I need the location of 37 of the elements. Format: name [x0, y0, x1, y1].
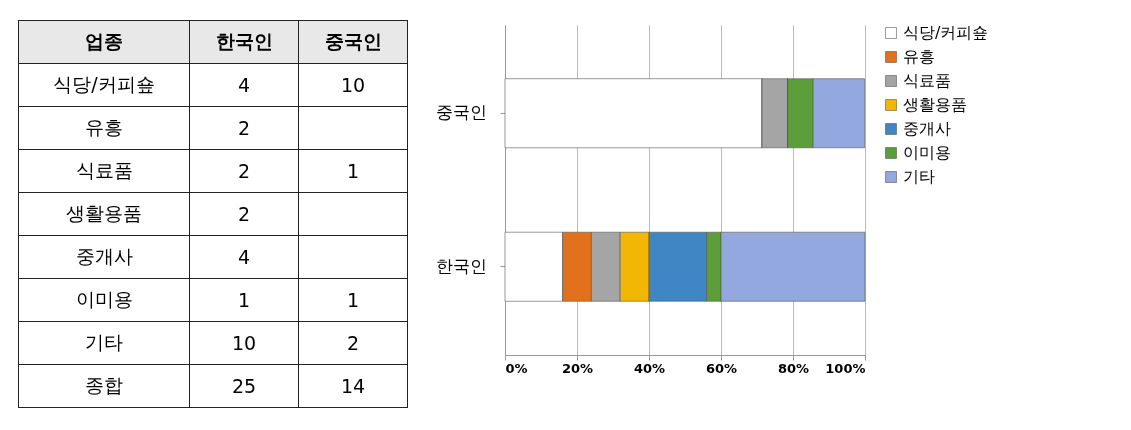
legend-label: 중개사 [903, 119, 951, 138]
text: 4 [189, 235, 299, 279]
x-tick-label: 60% [705, 360, 738, 376]
text: 4 [189, 63, 299, 107]
text: 식료품 [18, 149, 190, 193]
text: 2 [189, 149, 299, 193]
x-tick-label: 80% [777, 360, 810, 376]
text: 이미용 [18, 278, 190, 322]
text: 14 [298, 364, 408, 408]
text: 기타 [18, 321, 190, 365]
text: 중개사 [18, 235, 190, 279]
text: 10 [189, 321, 299, 365]
text: 1 [298, 278, 408, 322]
category-label: 한국인 [189, 20, 299, 64]
category-label: 중국인 [298, 20, 408, 64]
text: 25 [189, 364, 299, 408]
legend-label: 기타 [903, 167, 935, 186]
x-tick-label: 20% [561, 360, 594, 376]
text: 식당/커피숖 [18, 63, 190, 107]
text: 10 [298, 63, 408, 107]
text: 생활용품 [18, 192, 190, 236]
x-tick-label: 100% [825, 360, 866, 376]
text: 종합 [18, 364, 190, 408]
legend-label: 생활용품 [903, 95, 967, 114]
legend-label: 식당/커피숖 [903, 23, 989, 42]
text: 2 [298, 321, 408, 365]
legend-label: 식료품 [903, 71, 951, 90]
text: 2 [189, 192, 299, 236]
x-tick-label: 0% [505, 360, 528, 376]
legend-label: 유흥 [903, 47, 935, 66]
text: 1 [298, 149, 408, 193]
legend-label: 이미용 [903, 143, 951, 162]
text: 1 [189, 278, 299, 322]
text: 2 [189, 106, 299, 150]
text: 업종 [18, 20, 190, 64]
text: 유흥 [18, 106, 190, 150]
x-tick-label: 40% [633, 360, 666, 376]
